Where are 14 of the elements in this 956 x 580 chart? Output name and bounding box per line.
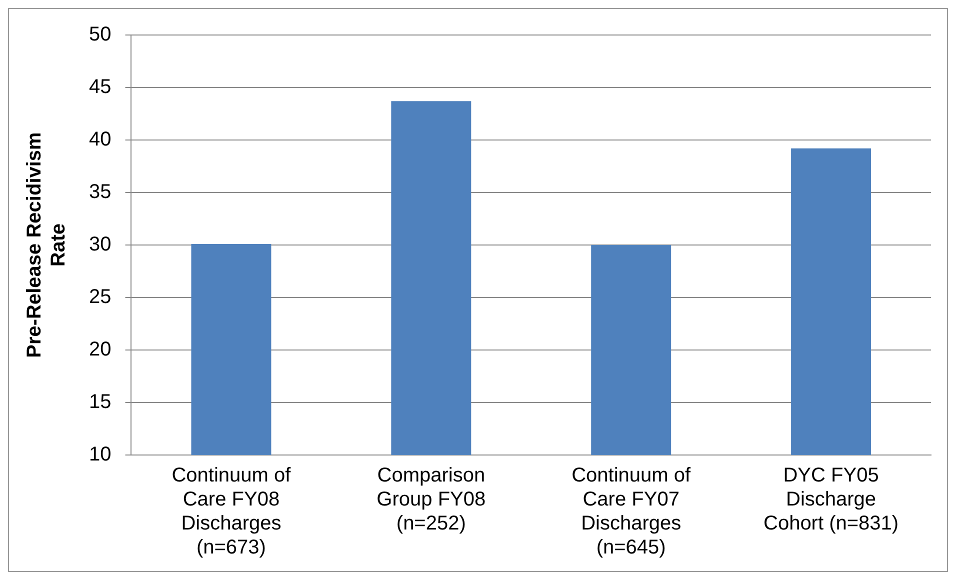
y-tick-label: 10	[88, 444, 112, 466]
x-tick-label: Comparison Group FY08 (n=252)	[376, 464, 486, 535]
x-tick-label: DYC FY05 Discharge Cohort (n=831)	[763, 464, 899, 535]
y-tick-label: 35	[88, 181, 112, 204]
y-tick-label: 20	[88, 338, 112, 361]
y-tick-label: 30	[88, 234, 112, 256]
y-tick-label: 15	[88, 391, 112, 414]
y-axis-title: Pre-Release Recidivism Rate	[24, 132, 70, 358]
y-tick-label: 25	[88, 286, 112, 308]
x-tick-label: Continuum of Care FY07 Discharges (n=645)	[572, 464, 692, 559]
y-tick-label: 40	[88, 128, 112, 151]
x-tick-label: Continuum of Care FY08 Discharges (n=673)	[172, 464, 292, 559]
y-tick-label: 45	[88, 76, 112, 98]
y-tick-label: 50	[88, 24, 112, 46]
